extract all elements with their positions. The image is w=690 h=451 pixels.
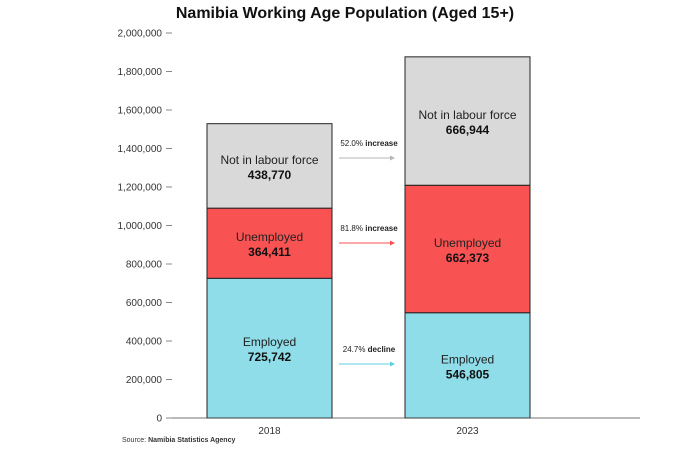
segment-value-label: 438,770 [248,168,292,182]
change-label: 52.0% increase [340,139,398,148]
y-tick-label: 1,200,000 [118,183,163,194]
y-tick-label: 2,000,000 [118,29,163,40]
bar-employed-2018 [206,277,333,419]
y-tick-label: 1,600,000 [118,106,163,117]
x-tick-label: 2023 [456,426,479,437]
source-note: Source: Namibia Statistics Agency [122,437,235,444]
y-tick-label: 400,000 [126,337,163,348]
change-label: 81.8% increase [340,224,398,233]
change-label: 24.7% decline [343,345,396,354]
segment-label: Unemployed [434,236,501,250]
bar-unemployed-2023 [404,184,531,314]
y-tick-label: 1,000,000 [118,221,163,232]
y-tick-label: 0 [156,414,162,425]
source-agency: Namibia Statistics Agency [148,437,236,444]
x-tick-label: 2018 [258,426,281,437]
segment-value-label: 546,805 [446,367,490,381]
change-percent: 52.0% [340,139,365,148]
segment-value-label: 725,742 [248,350,292,364]
change-direction: increase [365,224,398,233]
y-axis: 0 200,000 400,000 600,000 800,000 1,000,000 1,… [118,29,172,425]
bar-employed-2023 [404,312,531,419]
change-percent: 81.8% [340,224,365,233]
x-axis: 2018 2023 [172,417,640,437]
y-tick-label: 200,000 [126,375,163,386]
y-tick-label: 1,800,000 [118,67,163,78]
source-prefix: Source: [122,437,149,444]
segment-value-label: 662,373 [446,251,490,265]
segment-label: Employed [441,352,494,366]
change-arrow-head [390,361,395,367]
segment-label: Not in labour force [418,108,516,122]
y-tick-label: 800,000 [126,260,163,271]
change-arrow-head [390,240,395,246]
segment-label: Employed [243,335,296,349]
y-tick-label: 1,400,000 [118,144,163,155]
bar-not-in-labour-force-2023 [404,56,531,186]
segment-value-label: 666,944 [446,123,490,137]
segment-value-label: 364,411 [248,245,291,259]
change-direction: decline [368,345,396,354]
chart-title: Namibia Working Age Population (Aged 15+… [175,5,515,22]
y-tick-label: 600,000 [126,298,163,309]
segment-label: Unemployed [236,230,303,244]
segment-label: Not in labour force [220,153,318,167]
bar-not-in-labour-force-2018 [206,123,333,209]
change-direction: increase [365,139,398,148]
bar-unemployed-2018 [206,207,333,279]
change-arrow-head [390,155,395,161]
change-percent: 24.7% [343,345,368,354]
